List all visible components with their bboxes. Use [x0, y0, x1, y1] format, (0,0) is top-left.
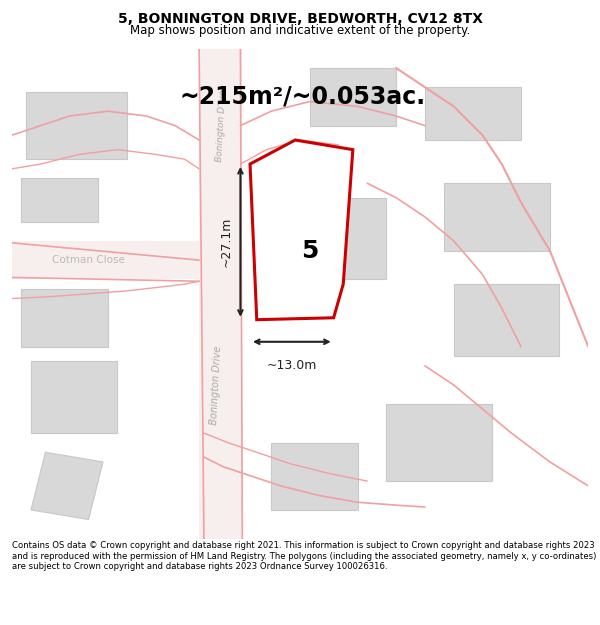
- Polygon shape: [444, 183, 550, 251]
- Polygon shape: [199, 49, 242, 539]
- Text: Map shows position and indicative extent of the property.: Map shows position and indicative extent…: [130, 24, 470, 36]
- Polygon shape: [22, 289, 108, 347]
- Polygon shape: [31, 361, 118, 433]
- Polygon shape: [454, 284, 559, 356]
- Polygon shape: [12, 241, 199, 279]
- Text: ~215m²/~0.053ac.: ~215m²/~0.053ac.: [180, 85, 426, 109]
- Polygon shape: [271, 442, 358, 510]
- Text: 5, BONNINGTON DRIVE, BEDWORTH, CV12 8TX: 5, BONNINGTON DRIVE, BEDWORTH, CV12 8TX: [118, 12, 482, 26]
- Polygon shape: [250, 140, 353, 320]
- Text: Contains OS data © Crown copyright and database right 2021. This information is : Contains OS data © Crown copyright and d…: [12, 541, 596, 571]
- Polygon shape: [26, 92, 127, 159]
- Polygon shape: [295, 198, 386, 279]
- Polygon shape: [386, 404, 492, 481]
- Text: Bonington D’ive: Bonington D’ive: [215, 89, 227, 162]
- Text: Cotman Close: Cotman Close: [52, 255, 125, 265]
- Polygon shape: [310, 68, 396, 126]
- Polygon shape: [425, 87, 521, 140]
- Text: 5: 5: [301, 239, 318, 262]
- Text: ~13.0m: ~13.0m: [266, 359, 317, 372]
- Polygon shape: [22, 179, 98, 222]
- Polygon shape: [31, 452, 103, 519]
- Text: Bonington Drive: Bonington Drive: [209, 345, 223, 425]
- Text: ~27.1m: ~27.1m: [220, 217, 233, 267]
